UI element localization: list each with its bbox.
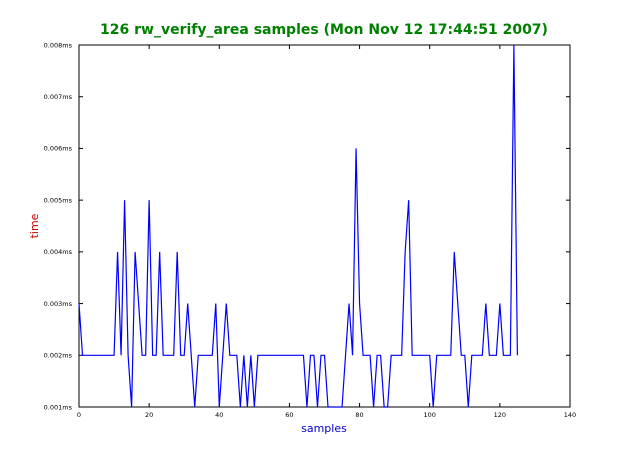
x-tick-label: 20 <box>145 411 153 419</box>
series-line <box>78 44 518 408</box>
x-tick-label: 140 <box>564 411 576 419</box>
x-tick-label: 0 <box>77 411 81 419</box>
chart-title: 126 rw_verify_area samples (Mon Nov 12 1… <box>100 22 548 38</box>
y-tick-label: 0.006ms <box>44 145 73 153</box>
y-tick-label: 0.008ms <box>44 41 73 49</box>
y-tick-label: 0.004ms <box>44 248 73 256</box>
x-axis-label: samples <box>301 422 347 435</box>
y-axis-ticks: 0.001ms 0.002ms 0.003ms 0.004ms 0.005ms 0.006… <box>44 41 570 411</box>
y-tick-label: 0.007ms <box>44 93 73 101</box>
y-axis-label: time <box>28 213 41 238</box>
x-tick-label: 100 <box>424 411 436 419</box>
series-lines <box>78 44 518 408</box>
y-tick-label: 0.005ms <box>44 196 73 204</box>
y-tick-label: 0.002ms <box>44 352 73 360</box>
x-tick-label: 60 <box>285 411 293 419</box>
y-tick-label: 0.001ms <box>44 403 73 411</box>
y-tick-label: 0.003ms <box>44 300 73 308</box>
x-tick-label: 120 <box>494 411 506 419</box>
x-tick-label: 80 <box>355 411 363 419</box>
x-axis-ticks: 0 20 40 60 80 100 120 140 <box>77 45 576 419</box>
x-tick-label: 40 <box>215 411 223 419</box>
